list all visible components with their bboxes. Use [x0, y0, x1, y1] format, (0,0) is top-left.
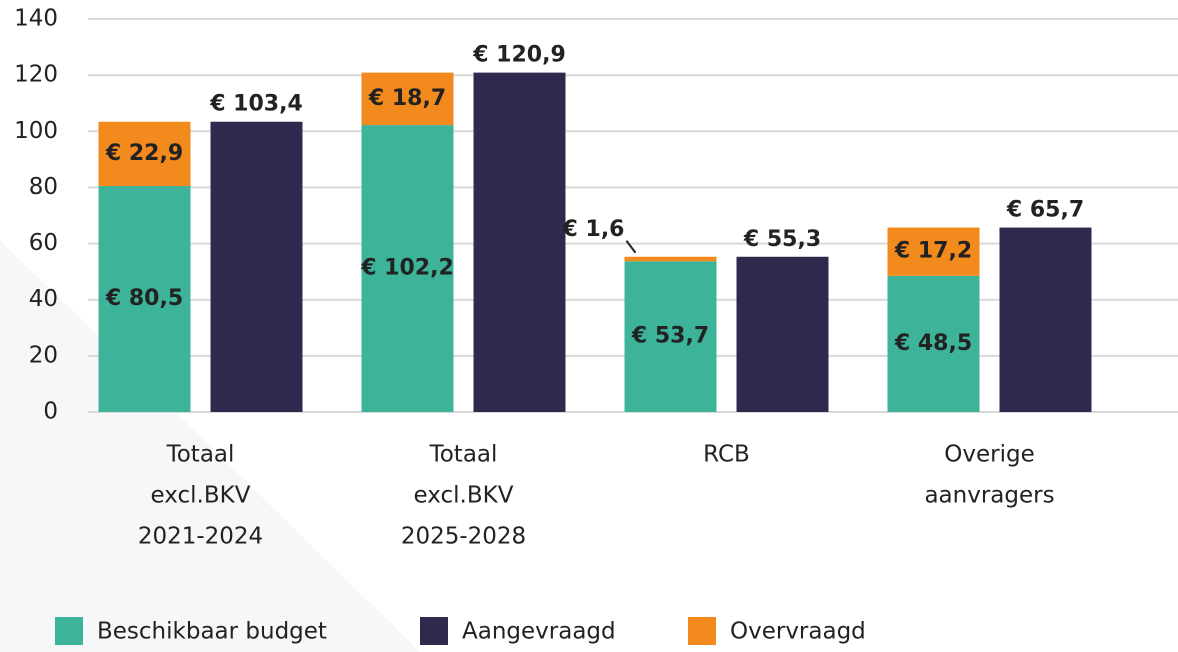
- bar-segment: [624, 256, 717, 262]
- value-label: € 53,7: [631, 324, 709, 349]
- x-tick-label: 2021-2024: [138, 524, 263, 550]
- bar-segment: [473, 72, 566, 413]
- bar-segment: [736, 256, 829, 412]
- value-label: € 18,7: [368, 86, 446, 111]
- legend-swatch: [55, 617, 83, 645]
- x-tick-label: Totaal: [166, 442, 235, 468]
- bar-segment: [887, 227, 980, 276]
- x-tick-label: excl.BKV: [151, 483, 251, 509]
- value-label: € 65,7: [1006, 198, 1084, 223]
- value-label: € 102,2: [360, 256, 454, 281]
- value-label: € 55,3: [743, 227, 821, 252]
- x-tick-label: Totaal: [429, 442, 498, 468]
- legend-label: Aangevraagd: [462, 619, 616, 645]
- bar-segment: [999, 227, 1092, 412]
- value-label: € 22,9: [105, 141, 183, 166]
- x-tick-label: 2025-2028: [401, 524, 526, 550]
- value-label: € 120,9: [472, 43, 566, 68]
- bar-segment: [361, 72, 454, 126]
- bar-segment: [210, 121, 303, 413]
- y-tick-label: 80: [29, 174, 58, 200]
- y-tick-label: 60: [29, 230, 58, 256]
- value-label: € 80,5: [105, 286, 183, 311]
- value-label: € 103,4: [209, 92, 303, 117]
- legend-swatch: [420, 617, 448, 645]
- bar-segment: [361, 125, 454, 413]
- y-tick-label: 40: [29, 286, 58, 312]
- y-tick-label: 120: [14, 62, 58, 88]
- legend-swatch: [688, 617, 716, 645]
- value-label: € 48,5: [894, 331, 972, 356]
- x-tick-label: excl.BKV: [414, 483, 514, 509]
- bar-segment: [98, 186, 191, 412]
- x-tick-label: aanvragers: [924, 483, 1054, 509]
- bar-segment: [98, 121, 191, 187]
- x-tick-label: Overige: [944, 442, 1034, 468]
- leader-line: [625, 240, 637, 254]
- value-label: € 1,6: [562, 217, 625, 242]
- value-label: € 17,2: [894, 239, 972, 264]
- y-tick-label: 100: [14, 118, 58, 144]
- y-tick-label: 20: [29, 342, 58, 368]
- bar-segment: [624, 261, 717, 412]
- legend-label: Beschikbaar budget: [97, 619, 327, 645]
- y-tick-label: 140: [14, 6, 58, 32]
- x-tick-label: RCB: [703, 442, 750, 468]
- legend-label: Overvraagd: [730, 619, 866, 645]
- bar-segment: [887, 275, 980, 412]
- y-tick-label: 0: [43, 399, 58, 425]
